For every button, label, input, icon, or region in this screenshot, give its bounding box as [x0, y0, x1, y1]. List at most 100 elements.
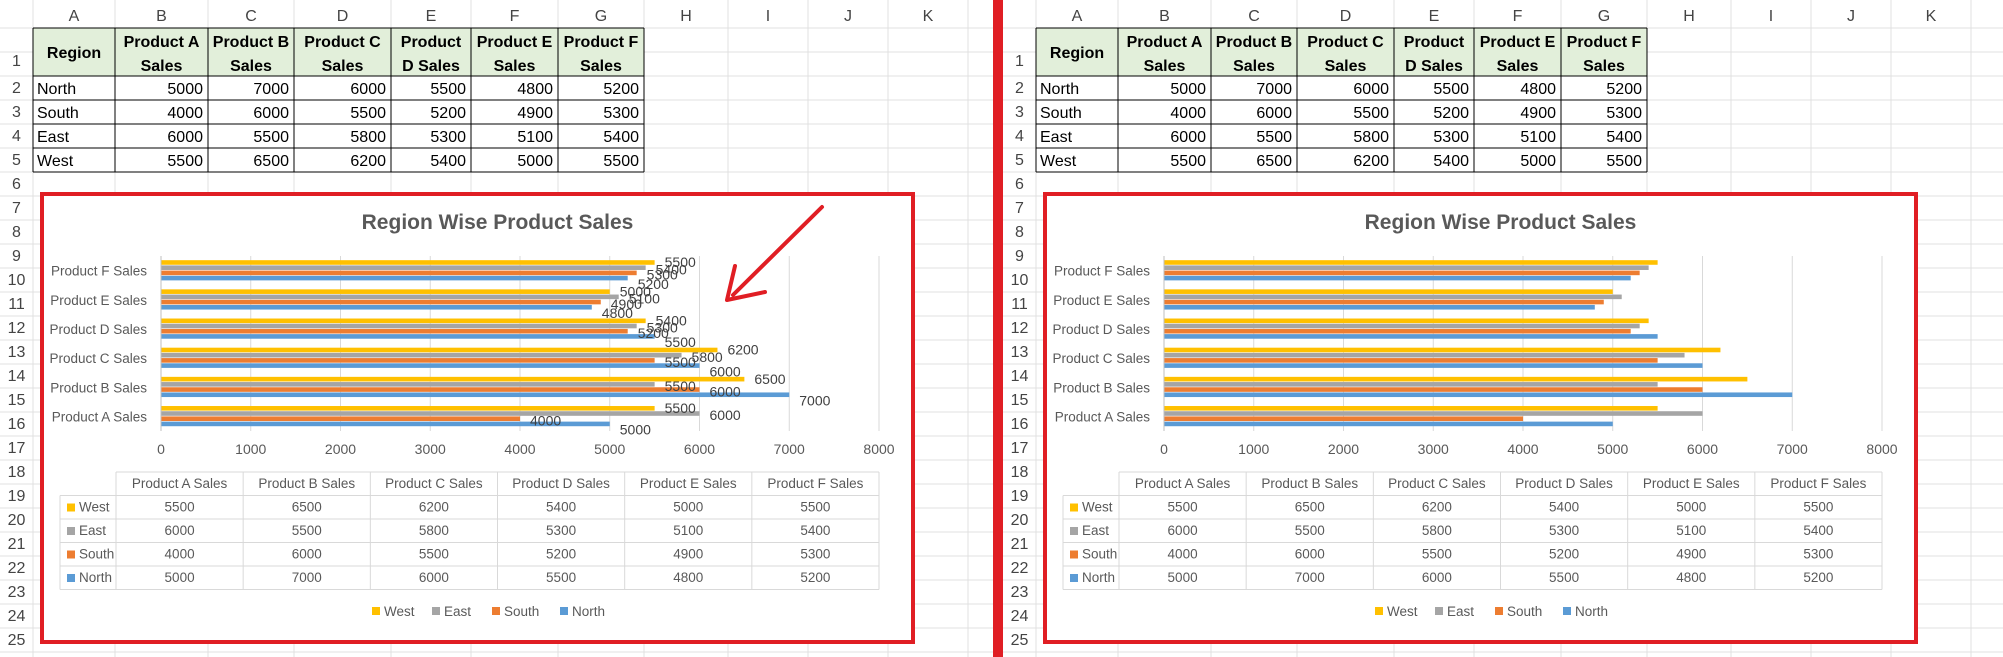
bar-south [161, 299, 601, 305]
row-header-number: 3 [12, 104, 21, 121]
data-label: 6000 [710, 363, 741, 379]
row-header-number: 14 [8, 368, 26, 385]
data-table-value: 4000 [1168, 547, 1198, 562]
bar-east [161, 352, 682, 358]
bar-east [161, 265, 646, 270]
chart-title: Region Wise Product Sales [1365, 211, 1637, 234]
x-tick-label: 6000 [1687, 441, 1718, 457]
legend-label: North [572, 604, 605, 619]
data-table-header: Product C Sales [385, 476, 483, 491]
table-header-cell: Product C [304, 34, 381, 51]
column-header-letter: I [766, 8, 770, 25]
bar-east [1164, 265, 1649, 270]
row-header-number: 10 [8, 272, 26, 289]
data-table-value: 4800 [673, 570, 703, 585]
data-table-value: 6000 [1422, 570, 1452, 585]
x-tick-label: 0 [1160, 441, 1168, 457]
category-axis-label: Product D Sales [1052, 322, 1150, 337]
data-table-series-label: North [79, 570, 112, 585]
data-table-legend-key [1070, 574, 1078, 582]
data-table-series-label: South [79, 547, 114, 562]
data-table-series-label: East [79, 523, 106, 538]
data-table-value: 5200 [800, 570, 830, 585]
bar-north [161, 363, 700, 368]
bar-west [1164, 289, 1613, 294]
column-header-bar [0, 0, 993, 28]
data-table-value: 5000 [1168, 570, 1198, 585]
row-header-number: 17 [1011, 440, 1029, 457]
bar-south [1164, 270, 1640, 276]
bar-west [1164, 406, 1658, 411]
column-header-letter: A [69, 8, 80, 25]
panel-divider [993, 0, 1003, 657]
table-value-cell: 5500 [167, 153, 203, 170]
bar-east [1164, 352, 1685, 358]
column-header-letter: K [1926, 8, 1937, 25]
data-table-value: 5400 [1803, 523, 1833, 538]
data-table-header: Product F Sales [1770, 476, 1866, 491]
column-header-letter: C [245, 8, 257, 25]
bar-west [161, 347, 718, 353]
bar-east [161, 382, 655, 387]
x-tick-label: 5000 [594, 441, 625, 457]
column-header-letter: F [1513, 8, 1523, 25]
data-table-value: 5200 [546, 547, 576, 562]
table-value-cell: 5300 [430, 129, 466, 146]
bar-south [1164, 299, 1604, 305]
category-axis-label: Product F Sales [51, 264, 147, 279]
bar-west [1164, 347, 1721, 353]
table-value-cell: 6000 [253, 105, 289, 122]
legend-label: West [384, 604, 415, 619]
table-value-cell: 6500 [1256, 153, 1292, 170]
data-table-value: 5500 [419, 547, 449, 562]
table-header-cell: Product E [1480, 34, 1556, 51]
chart-legend: West East South North [1375, 604, 1608, 619]
data-label: 5200 [638, 276, 669, 292]
category-axis-label: Product B Sales [50, 380, 147, 395]
row-header-number: 24 [8, 608, 26, 625]
column-header-letter: H [680, 8, 692, 25]
legend-key-east [432, 607, 440, 615]
table-value-cell: 5200 [1606, 81, 1642, 98]
data-table-header: Product A Sales [1135, 476, 1231, 491]
row-header-number: 8 [1015, 224, 1024, 241]
category-axis-label: Product F Sales [1054, 264, 1150, 279]
bar-south [161, 387, 700, 392]
bar-east [161, 323, 637, 329]
data-table-value: 5400 [800, 523, 830, 538]
data-table-value: 5500 [1422, 547, 1452, 562]
legend-label: South [1507, 604, 1542, 619]
bar-south [161, 270, 637, 276]
table-value-cell: 5300 [1433, 129, 1469, 146]
data-table-value: 5500 [292, 523, 322, 538]
data-table-value: 5800 [419, 523, 449, 538]
bar-west [1164, 318, 1649, 324]
table-header-cell: Sales [1233, 58, 1275, 75]
table-header-fill [33, 28, 644, 76]
data-label: 4000 [530, 412, 561, 428]
column-header-letter: C [1248, 8, 1260, 25]
data-table-series-label: West [79, 500, 110, 515]
bar-west [161, 260, 655, 265]
data-table-value: 5500 [1549, 570, 1579, 585]
data-table-value: 5300 [546, 523, 576, 538]
table-value-cell: 4900 [1520, 105, 1556, 122]
table-value-cell: 5800 [1353, 129, 1389, 146]
row-header-number: 23 [1011, 584, 1029, 601]
x-tick-label: 2000 [325, 441, 356, 457]
column-header-letter: B [156, 8, 167, 25]
data-table-value: 5200 [1549, 547, 1579, 562]
data-label: 5500 [665, 378, 696, 394]
category-axis-label: Product C Sales [49, 351, 147, 366]
table-value-cell: 5000 [167, 81, 203, 98]
data-label: 6000 [710, 383, 741, 399]
data-table-header: Product E Sales [1643, 476, 1740, 491]
data-label: 6000 [710, 407, 741, 423]
arrow-shaft [731, 205, 824, 297]
table-value-cell: 5000 [517, 153, 553, 170]
table-region-cell: West [37, 153, 74, 170]
table-header-cell: Product F [1567, 34, 1642, 51]
bar-south [161, 416, 520, 422]
table-value-cell: 5200 [430, 105, 466, 122]
row-header-number: 2 [12, 80, 21, 97]
